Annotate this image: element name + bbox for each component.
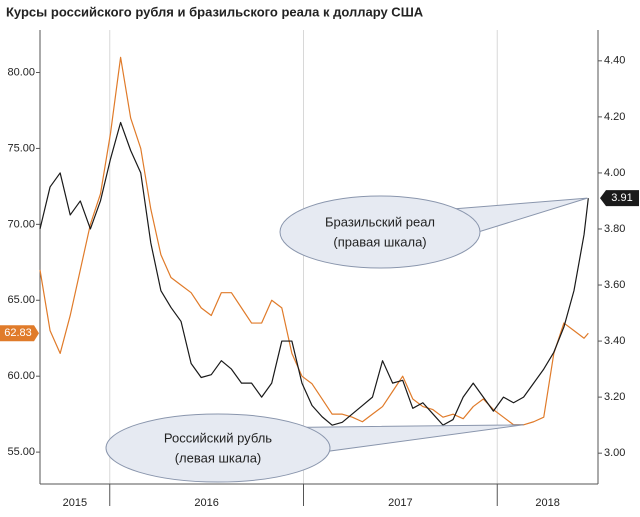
y-tick-label: 60.00 [7,370,35,382]
y-tick-label: 70.00 [7,218,35,230]
callout-text: Бразильский реал [325,214,435,229]
series-line [39,56,589,426]
y2-tick-label: 4.40 [604,55,625,67]
callout-text: Российский рубль [164,430,272,445]
y2-tick-label: 4.20 [604,111,625,123]
callout-joint [278,426,304,456]
chart-title: Курсы российского рубля и бразильского р… [6,4,424,19]
callout [279,195,481,269]
y2-tick-label: 3.80 [604,223,625,235]
x-tick-label: 2016 [194,497,218,509]
y2-tick-label: 3.00 [604,447,625,459]
callout-joint [433,209,457,241]
y-tick-label: 55.00 [7,446,35,458]
y-tick-label: 65.00 [7,294,35,306]
y-tick-label: 80.00 [7,66,35,78]
y-tick-label: 75.00 [7,142,35,154]
value-badge [0,325,39,342]
y2-tick-label: 3.20 [604,391,625,403]
y2-tick-label: 3.40 [604,335,625,347]
value-label: 3.91 [611,192,632,204]
callout-text: (левая шкала) [175,450,262,465]
x-tick-label: 2015 [63,497,87,509]
callout [105,413,331,483]
x-tick-label: 2017 [388,497,412,509]
value-label: 62.83 [4,327,32,339]
series-line [39,121,589,426]
y2-tick-label: 4.00 [604,167,625,179]
y2-tick-label: 3.60 [604,279,625,291]
x-tick-label: 2018 [535,497,559,509]
value-badge [600,190,639,207]
callout-text: (правая шкала) [333,234,426,249]
